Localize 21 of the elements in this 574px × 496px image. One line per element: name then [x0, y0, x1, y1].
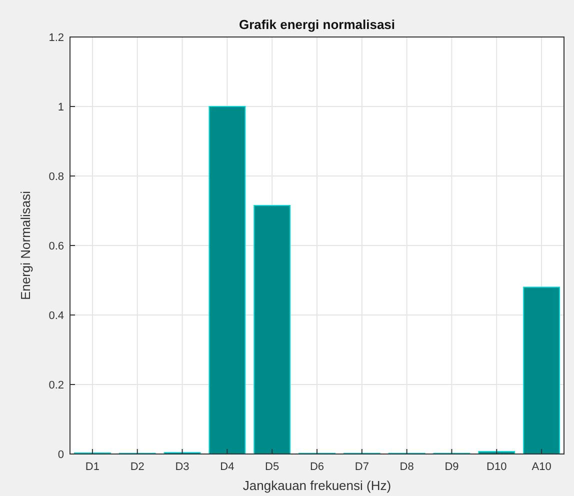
y-axis-title: Energi Normalisasi — [18, 190, 33, 300]
x-tick-label: D9 — [444, 461, 459, 473]
y-tick-label: 1.2 — [48, 32, 64, 44]
x-tick-label: D3 — [175, 461, 190, 473]
x-tick-label: D10 — [486, 461, 507, 473]
y-tick-label: 0.6 — [48, 240, 64, 252]
y-tick-label: 0 — [58, 448, 64, 461]
x-tick-label: D8 — [400, 461, 414, 473]
chart-title: Grafik energi normalisasi — [238, 17, 396, 32]
y-tick-label: 0.4 — [48, 310, 64, 322]
y-tick-label: 0.8 — [48, 170, 64, 183]
y-tick-label: 0.2 — [48, 379, 64, 392]
x-axis-title: Jangkauan frekuensi (Hz) — [242, 478, 392, 493]
x-tick-label: D5 — [265, 461, 280, 473]
y-tick-label: 1 — [58, 101, 64, 114]
x-tick-label: A10 — [532, 461, 552, 473]
x-tick-label: D2 — [130, 461, 144, 473]
x-tick-label: D1 — [85, 461, 100, 473]
x-tick-label: D4 — [220, 461, 234, 473]
x-tick-label: D6 — [310, 461, 324, 473]
x-tick-label: D7 — [354, 461, 369, 473]
